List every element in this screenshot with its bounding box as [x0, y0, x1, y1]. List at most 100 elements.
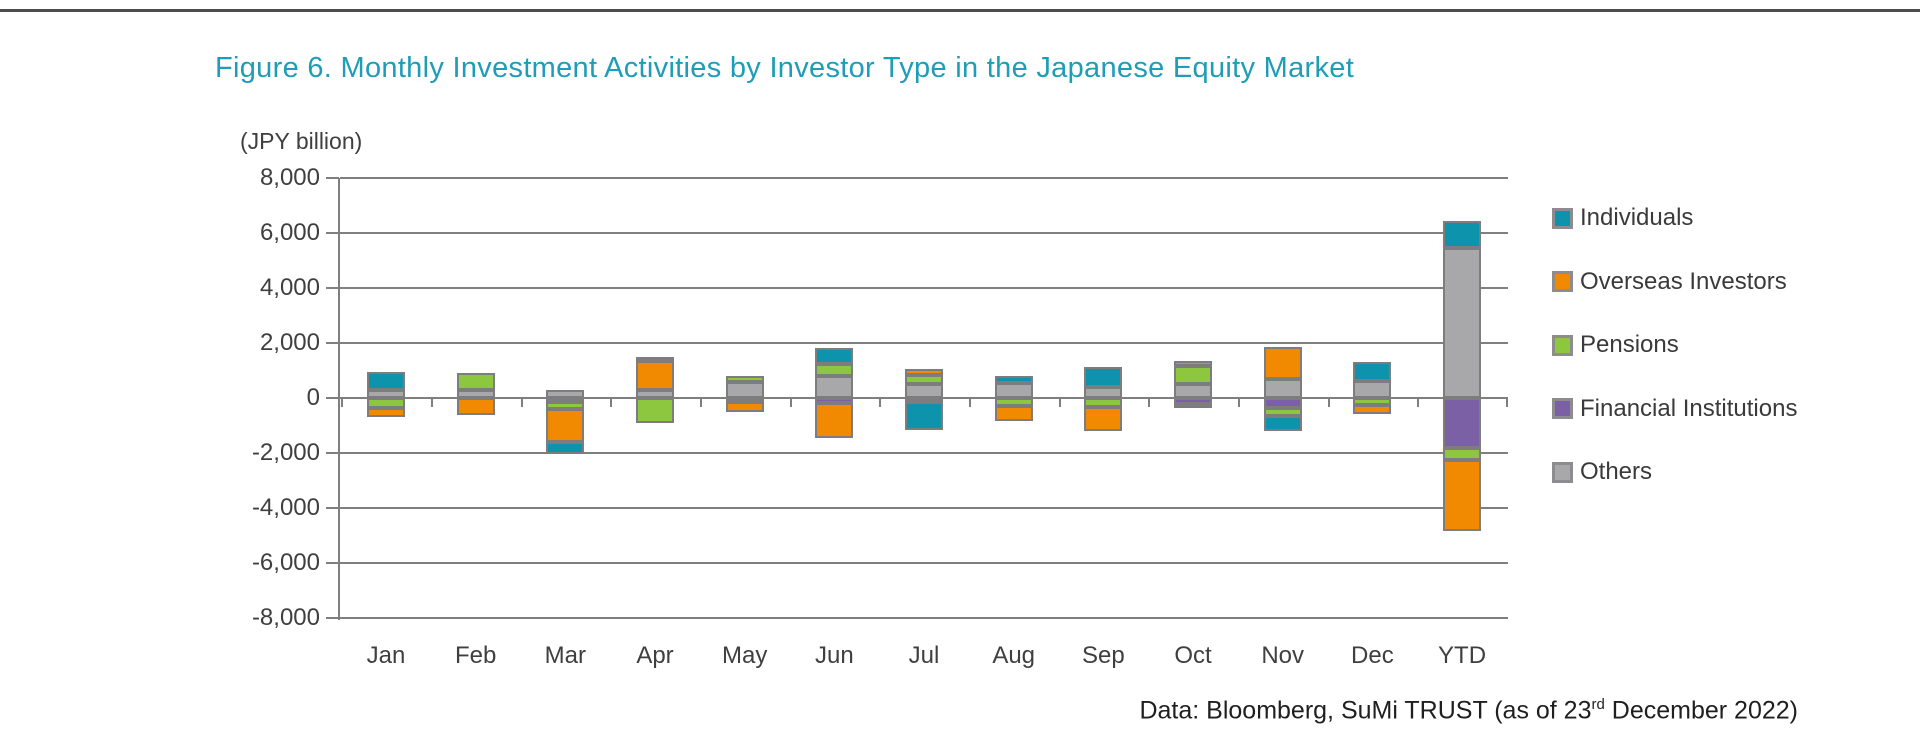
category-tick — [341, 398, 344, 407]
y-axis-tick-label: -6,000 — [251, 549, 320, 576]
bar-segment — [456, 398, 495, 416]
y-axis-tick-label: -2,000 — [251, 439, 320, 466]
bar-segment — [456, 373, 495, 390]
data-source-note: Data: Bloomberg, SuMi TRUST (as of 23rd … — [1139, 696, 1798, 725]
source-note-suffix: December 2022) — [1604, 696, 1798, 725]
bar-segment — [905, 402, 944, 431]
category-tick — [1417, 398, 1420, 407]
legend-swatch — [1552, 334, 1573, 356]
bar-segment — [546, 409, 585, 442]
bar-segment — [636, 398, 674, 423]
x-axis-category-label: May — [722, 642, 768, 669]
y-axis-tick-label: -4,000 — [251, 494, 320, 521]
category-tick — [968, 398, 971, 407]
bar-segment — [1263, 416, 1302, 432]
bar-segment — [367, 389, 405, 398]
legend-label: Overseas Investors — [1580, 267, 1787, 295]
category-tick — [610, 398, 613, 407]
y-axis-tick — [326, 177, 339, 179]
legend-swatch — [1552, 271, 1573, 292]
gridline — [340, 452, 1508, 454]
bar-segment — [815, 347, 854, 365]
gridline — [340, 177, 1508, 179]
x-axis-category-label: Jan — [366, 642, 406, 669]
bar-segment — [1263, 347, 1302, 379]
y-axis-tick — [326, 397, 339, 399]
bar-segment — [725, 398, 764, 403]
y-axis-tick — [326, 287, 339, 289]
y-axis-tick-label: 2,000 — [259, 329, 320, 356]
bar-segment — [1443, 448, 1482, 460]
y-axis-tick — [326, 342, 339, 344]
bar-segment — [1353, 398, 1392, 405]
bar-segment — [1263, 407, 1302, 417]
x-axis-category-label: Oct — [1174, 642, 1212, 669]
legend-swatch — [1552, 398, 1573, 419]
bar-segment — [546, 398, 585, 403]
bar-segment — [994, 382, 1033, 398]
gridline — [340, 562, 1508, 564]
bar-segment — [1353, 362, 1392, 381]
category-tick — [1237, 398, 1240, 407]
x-axis-category-label: Aug — [992, 642, 1036, 669]
gridline — [340, 287, 1508, 289]
category-tick — [699, 398, 702, 407]
x-axis-category-label: Nov — [1261, 642, 1305, 669]
bar-segment — [1084, 387, 1123, 398]
bar-segment — [546, 402, 585, 409]
bar-segment — [1174, 361, 1213, 366]
source-note-superscript: rd — [1591, 696, 1605, 713]
legend-item: Others — [1552, 458, 1652, 485]
legend-swatch — [1552, 207, 1573, 229]
bar-segment — [1174, 398, 1213, 405]
bar-segment — [1443, 221, 1482, 248]
category-tick — [879, 398, 882, 407]
bar-segment — [456, 389, 495, 398]
bar-segment — [725, 381, 764, 398]
gridline — [340, 507, 1508, 509]
legend-label: Individuals — [1580, 204, 1694, 231]
x-axis-category-label: Sep — [1082, 642, 1125, 669]
bar-segment — [725, 376, 764, 382]
bar-segment — [367, 398, 405, 408]
y-axis-tick-label: 0 — [306, 384, 320, 411]
category-tick — [520, 398, 523, 407]
legend-item: Pensions — [1552, 331, 1679, 358]
bar-segment — [815, 402, 854, 438]
x-axis-category-label: Jul — [908, 642, 940, 669]
bar-segment — [905, 383, 944, 398]
bar-segment — [905, 368, 944, 375]
figure-title: Figure 6. Monthly Investment Activities … — [215, 52, 1355, 84]
bar-segment — [1174, 404, 1213, 409]
bar-segment — [994, 406, 1033, 422]
category-tick — [1148, 398, 1151, 407]
legend-item: Financial Institutions — [1552, 395, 1797, 422]
category-tick — [1058, 398, 1061, 407]
y-axis-tick — [326, 452, 339, 454]
bar-segment — [1174, 383, 1213, 398]
legend-item: Overseas Investors — [1552, 267, 1787, 295]
y-axis-tick-label: -8,000 — [251, 604, 320, 631]
x-axis-category-label: Feb — [454, 642, 497, 669]
category-tick — [430, 398, 433, 407]
bar-segment — [1353, 404, 1392, 415]
y-axis-tick — [326, 507, 339, 509]
bar-segment — [815, 376, 854, 398]
bar-segment — [636, 390, 674, 398]
y-axis-tick-label: 8,000 — [259, 164, 320, 191]
source-note-prefix: Data: Bloomberg, SuMi TRUST (as of 23 — [1139, 696, 1592, 725]
bar-segment — [1353, 380, 1392, 398]
bar-segment — [636, 361, 674, 391]
bar-segment — [815, 398, 854, 403]
x-axis-category-label: Dec — [1351, 642, 1394, 669]
bar-segment — [546, 442, 585, 454]
bar-segment — [1443, 247, 1482, 398]
y-axis-tick-label: 6,000 — [259, 219, 320, 246]
y-axis-tick — [326, 617, 339, 619]
bar-segment — [1174, 365, 1213, 384]
y-axis-tick-label: 4,000 — [259, 274, 320, 301]
bar-segment — [546, 389, 585, 398]
legend-label: Pensions — [1580, 331, 1679, 358]
category-tick — [1506, 398, 1508, 407]
bar-segment — [905, 374, 944, 384]
